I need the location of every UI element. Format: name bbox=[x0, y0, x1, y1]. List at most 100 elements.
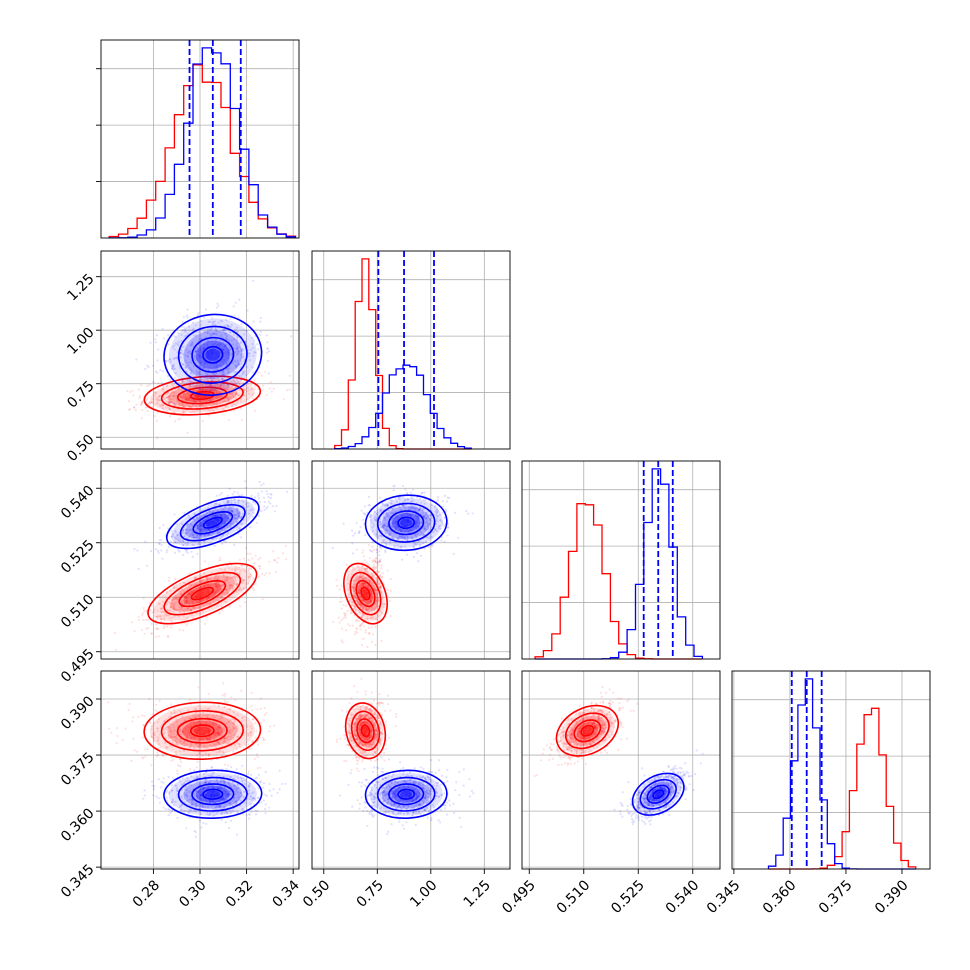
sample-point bbox=[229, 326, 232, 329]
sample-point bbox=[254, 351, 257, 354]
sample-point bbox=[378, 600, 381, 603]
sample-point bbox=[237, 532, 240, 536]
sample-point bbox=[208, 384, 211, 387]
sample-point bbox=[222, 573, 225, 577]
sample-point bbox=[365, 606, 368, 610]
sample-point bbox=[373, 560, 377, 563]
sample-point bbox=[196, 743, 199, 746]
sample-point bbox=[237, 515, 240, 518]
sample-point bbox=[179, 711, 183, 714]
sample-point bbox=[150, 549, 153, 553]
sample-point bbox=[471, 512, 474, 515]
sample-point bbox=[226, 494, 229, 497]
sample-point bbox=[172, 606, 175, 610]
sample-point bbox=[201, 384, 204, 387]
sample-point bbox=[170, 605, 173, 609]
sample-point bbox=[186, 616, 189, 619]
sample-point bbox=[227, 735, 230, 739]
sample-point bbox=[163, 720, 166, 723]
sample-point bbox=[228, 738, 231, 741]
sample-point bbox=[154, 338, 157, 341]
sample-point bbox=[210, 383, 213, 386]
sample-point bbox=[196, 313, 199, 317]
sample-point bbox=[157, 615, 160, 618]
sample-point bbox=[367, 585, 370, 588]
sample-point bbox=[162, 728, 165, 731]
panel-frame bbox=[311, 250, 511, 450]
sample-point bbox=[189, 609, 192, 612]
sample-point bbox=[349, 612, 353, 615]
sample-point bbox=[408, 529, 412, 532]
sample-point bbox=[164, 359, 167, 362]
sample-point bbox=[351, 529, 354, 532]
sample-point bbox=[226, 383, 229, 386]
sample-point bbox=[219, 585, 222, 588]
sample-point bbox=[208, 392, 211, 395]
density-fill bbox=[185, 507, 241, 539]
sample-point bbox=[186, 607, 189, 610]
sample-point bbox=[221, 609, 224, 612]
sample-point bbox=[240, 419, 244, 422]
sample-point bbox=[233, 314, 236, 317]
sample-point bbox=[192, 399, 195, 402]
sample-point bbox=[403, 518, 406, 521]
sample-point bbox=[370, 608, 373, 611]
sample-point bbox=[202, 405, 205, 408]
sample-point bbox=[178, 628, 181, 631]
sample-point bbox=[361, 600, 364, 603]
sample-point bbox=[180, 394, 183, 397]
sample-point bbox=[417, 540, 420, 543]
sample-point bbox=[157, 737, 160, 740]
sample-point bbox=[193, 713, 196, 716]
sample-point bbox=[410, 496, 413, 499]
sample-point bbox=[395, 515, 398, 519]
sample-point bbox=[401, 512, 404, 515]
sample-point bbox=[226, 397, 229, 400]
sample-point bbox=[222, 377, 225, 380]
sample-point bbox=[205, 584, 208, 588]
sample-point bbox=[224, 343, 227, 346]
sample-point bbox=[201, 420, 204, 423]
sample-point bbox=[359, 603, 362, 607]
sample-point bbox=[237, 345, 240, 349]
sample-point bbox=[226, 352, 229, 355]
sample-point bbox=[378, 559, 381, 563]
sample-point bbox=[207, 591, 210, 595]
sample-point bbox=[141, 736, 144, 739]
sample-point bbox=[189, 533, 192, 536]
sample-point bbox=[215, 407, 218, 410]
sample-point bbox=[221, 584, 224, 587]
sample-point bbox=[215, 395, 218, 399]
sample-point bbox=[232, 333, 236, 336]
sample-point bbox=[180, 607, 183, 610]
sample-point bbox=[161, 370, 164, 373]
sample-point bbox=[216, 582, 219, 585]
sample-point bbox=[244, 503, 248, 506]
sample-point bbox=[180, 396, 183, 399]
sample-point bbox=[263, 508, 266, 511]
sample-point bbox=[217, 520, 220, 523]
sample-point bbox=[429, 535, 432, 538]
sample-point bbox=[236, 352, 240, 355]
sample-point bbox=[195, 732, 198, 736]
sample-point bbox=[223, 699, 226, 702]
sample-point bbox=[354, 605, 357, 608]
sample-point bbox=[382, 525, 385, 528]
sample-point bbox=[186, 599, 189, 602]
sample-point bbox=[169, 734, 172, 737]
sample-point bbox=[415, 543, 418, 546]
sample-point bbox=[193, 577, 196, 580]
sample-point bbox=[206, 343, 209, 346]
sample-point bbox=[152, 364, 155, 367]
sample-point bbox=[182, 363, 185, 366]
sample-point bbox=[260, 374, 263, 377]
sample-point bbox=[228, 360, 231, 363]
sample-point bbox=[195, 601, 198, 604]
sample-point bbox=[369, 598, 373, 601]
sample-point bbox=[144, 406, 147, 409]
sample-point bbox=[239, 569, 242, 573]
sample-point bbox=[166, 614, 169, 617]
sample-point bbox=[187, 398, 190, 401]
sample-point bbox=[377, 511, 380, 514]
sample-point bbox=[226, 519, 229, 523]
